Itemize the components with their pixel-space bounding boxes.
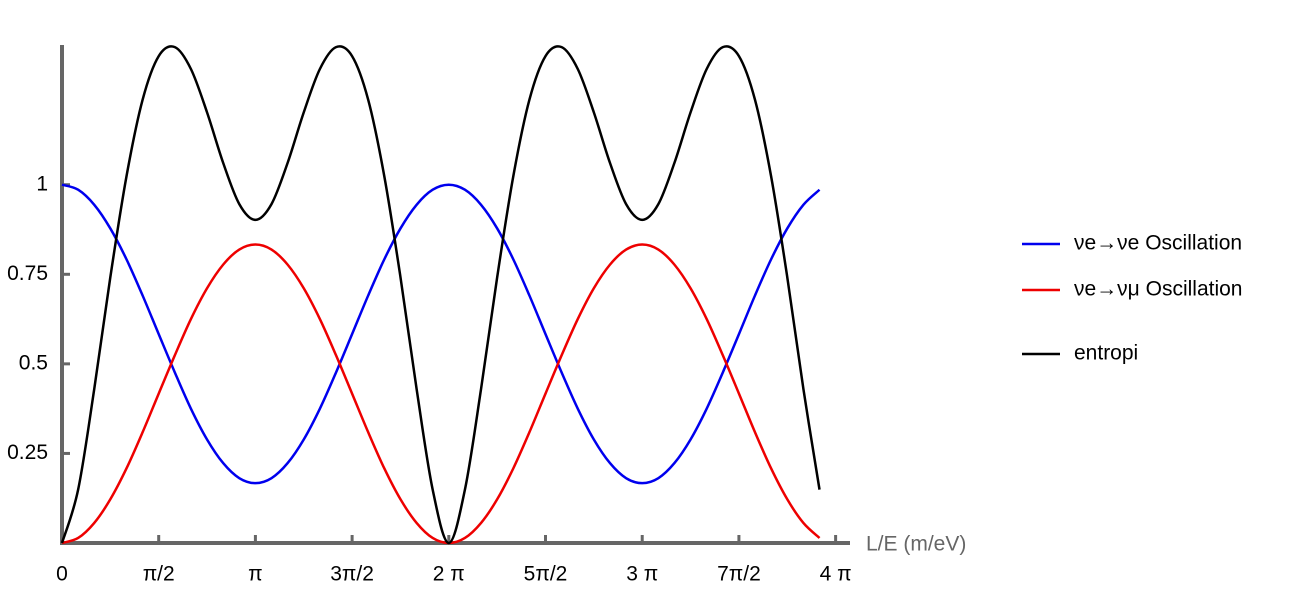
y-tick-label: 0.5	[19, 351, 48, 374]
legend-label: νe→νe Oscillation	[1074, 232, 1242, 255]
legend-label: νe→νμ Oscillation	[1074, 278, 1242, 301]
legend-label: entropi	[1074, 342, 1138, 365]
line-series	[60, 45, 821, 545]
y-tick-label: 0.75	[7, 262, 48, 285]
x-tick-label: 2 π	[433, 563, 465, 586]
line-series	[61, 183, 821, 485]
y-tick-label: 0.25	[7, 441, 48, 464]
x-tick-label: 5π/2	[524, 563, 568, 586]
x-tick-label: 3π/2	[330, 563, 374, 586]
x-tick-label: 0	[56, 563, 68, 586]
x-tick-label: 7π/2	[717, 563, 761, 586]
x-tick-label: π/2	[143, 563, 175, 586]
x-tick-label: 3 π	[626, 563, 658, 586]
x-tick-label: 4 π	[820, 563, 852, 586]
x-tick-label: π	[248, 563, 263, 586]
line-series	[61, 243, 821, 545]
x-axis-label: L/E (m/eV)	[866, 533, 966, 556]
y-tick-label: 1	[36, 172, 48, 195]
